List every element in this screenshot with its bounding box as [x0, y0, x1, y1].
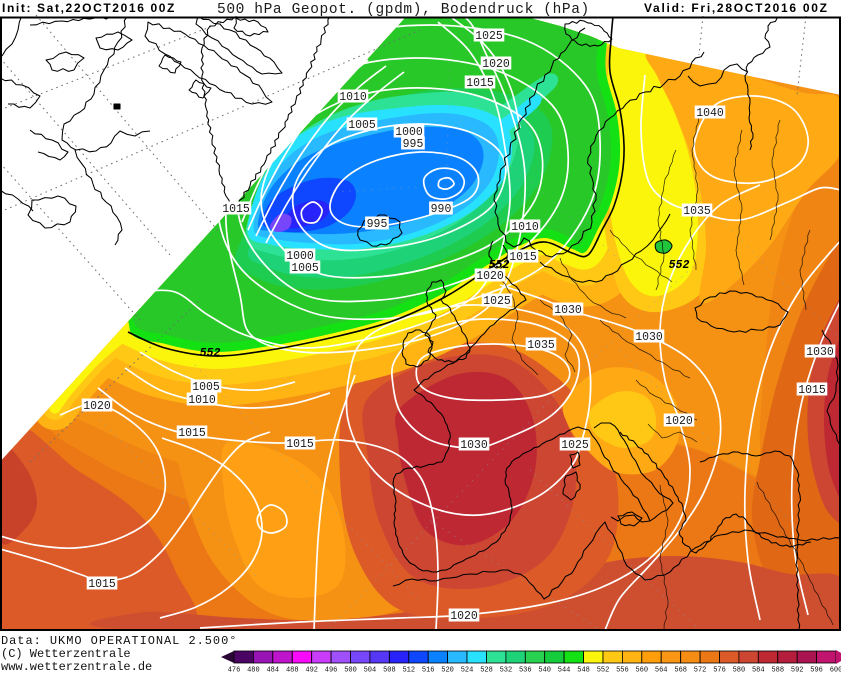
svg-text:548: 548: [577, 667, 590, 675]
svg-text:576: 576: [713, 667, 726, 675]
svg-text:1015: 1015: [222, 203, 250, 216]
svg-text:552: 552: [669, 259, 690, 272]
svg-text:568: 568: [674, 667, 687, 675]
svg-text:1020: 1020: [665, 415, 693, 428]
svg-text:592: 592: [791, 667, 804, 675]
svg-text:www.wetterzentrale.de: www.wetterzentrale.de: [1, 660, 152, 674]
svg-text:1025: 1025: [561, 439, 589, 452]
svg-text:524: 524: [461, 667, 474, 675]
svg-text:1025: 1025: [475, 30, 503, 43]
svg-text:1015: 1015: [88, 578, 116, 591]
svg-text:532: 532: [500, 667, 513, 675]
svg-text:1020: 1020: [476, 270, 504, 283]
svg-text:480: 480: [247, 667, 260, 675]
svg-text:Init: Sat,22OCT2016 00Z: Init: Sat,22OCT2016 00Z: [2, 1, 176, 15]
svg-text:Valid: Fri,28OCT2016 00Z: Valid: Fri,28OCT2016 00Z: [644, 1, 829, 15]
svg-text:596: 596: [810, 667, 823, 675]
svg-text:580: 580: [733, 667, 746, 675]
svg-text:500: 500: [344, 667, 357, 675]
svg-text:1005: 1005: [348, 119, 376, 132]
svg-text:1015: 1015: [178, 427, 206, 440]
svg-text:1005: 1005: [291, 262, 319, 275]
svg-text:560: 560: [635, 667, 648, 675]
svg-text:1000: 1000: [395, 126, 423, 139]
svg-text:995: 995: [403, 138, 424, 151]
svg-text:564: 564: [655, 667, 668, 675]
svg-text:1040: 1040: [696, 107, 724, 120]
svg-text:540: 540: [538, 667, 551, 675]
svg-text:1005: 1005: [192, 381, 220, 394]
svg-text:995: 995: [367, 218, 388, 231]
svg-text:536: 536: [519, 667, 532, 675]
svg-text:600: 600: [830, 667, 841, 675]
svg-text:1015: 1015: [286, 438, 314, 451]
svg-text:(C) Wetterzentrale: (C) Wetterzentrale: [1, 647, 131, 661]
svg-text:508: 508: [383, 667, 396, 675]
svg-text:556: 556: [616, 667, 629, 675]
svg-text:492: 492: [305, 667, 318, 675]
svg-text:1010: 1010: [511, 221, 539, 234]
svg-text:552: 552: [597, 667, 610, 675]
svg-text:552: 552: [200, 347, 221, 360]
svg-text:1030: 1030: [635, 331, 663, 344]
svg-text:1000: 1000: [286, 250, 314, 263]
svg-text:588: 588: [771, 667, 784, 675]
svg-text:1010: 1010: [188, 394, 216, 407]
svg-text:1015: 1015: [509, 251, 537, 264]
svg-text:990: 990: [431, 203, 452, 216]
svg-text:1010: 1010: [339, 91, 367, 104]
svg-text:1020: 1020: [450, 610, 478, 623]
svg-text:528: 528: [480, 667, 493, 675]
svg-text:584: 584: [752, 667, 765, 675]
svg-text:1015: 1015: [466, 77, 494, 90]
svg-text:552: 552: [489, 259, 510, 272]
svg-text:1030: 1030: [554, 304, 582, 317]
svg-text:500 hPa Geopot. (gpdm), Bodend: 500 hPa Geopot. (gpdm), Bodendruck (hPa): [217, 2, 590, 18]
svg-text:504: 504: [364, 667, 377, 675]
svg-text:1030: 1030: [806, 346, 834, 359]
svg-text:516: 516: [422, 667, 435, 675]
svg-text:488: 488: [286, 667, 299, 675]
svg-text:Data: UKMO OPERATIONAL 2.500°: Data: UKMO OPERATIONAL 2.500°: [1, 634, 237, 648]
svg-text:512: 512: [402, 667, 415, 675]
svg-text:484: 484: [266, 667, 279, 675]
svg-text:1025: 1025: [483, 295, 511, 308]
svg-text:1035: 1035: [683, 205, 711, 218]
svg-text:572: 572: [694, 667, 707, 675]
svg-text:1015: 1015: [798, 384, 826, 397]
svg-text:520: 520: [441, 667, 454, 675]
svg-text:496: 496: [325, 667, 338, 675]
svg-text:476: 476: [228, 667, 241, 675]
svg-text:1035: 1035: [527, 339, 555, 352]
svg-text:544: 544: [558, 667, 571, 675]
svg-text:1020: 1020: [482, 58, 510, 71]
svg-text:1020: 1020: [83, 400, 111, 413]
svg-text:1030: 1030: [460, 439, 488, 452]
